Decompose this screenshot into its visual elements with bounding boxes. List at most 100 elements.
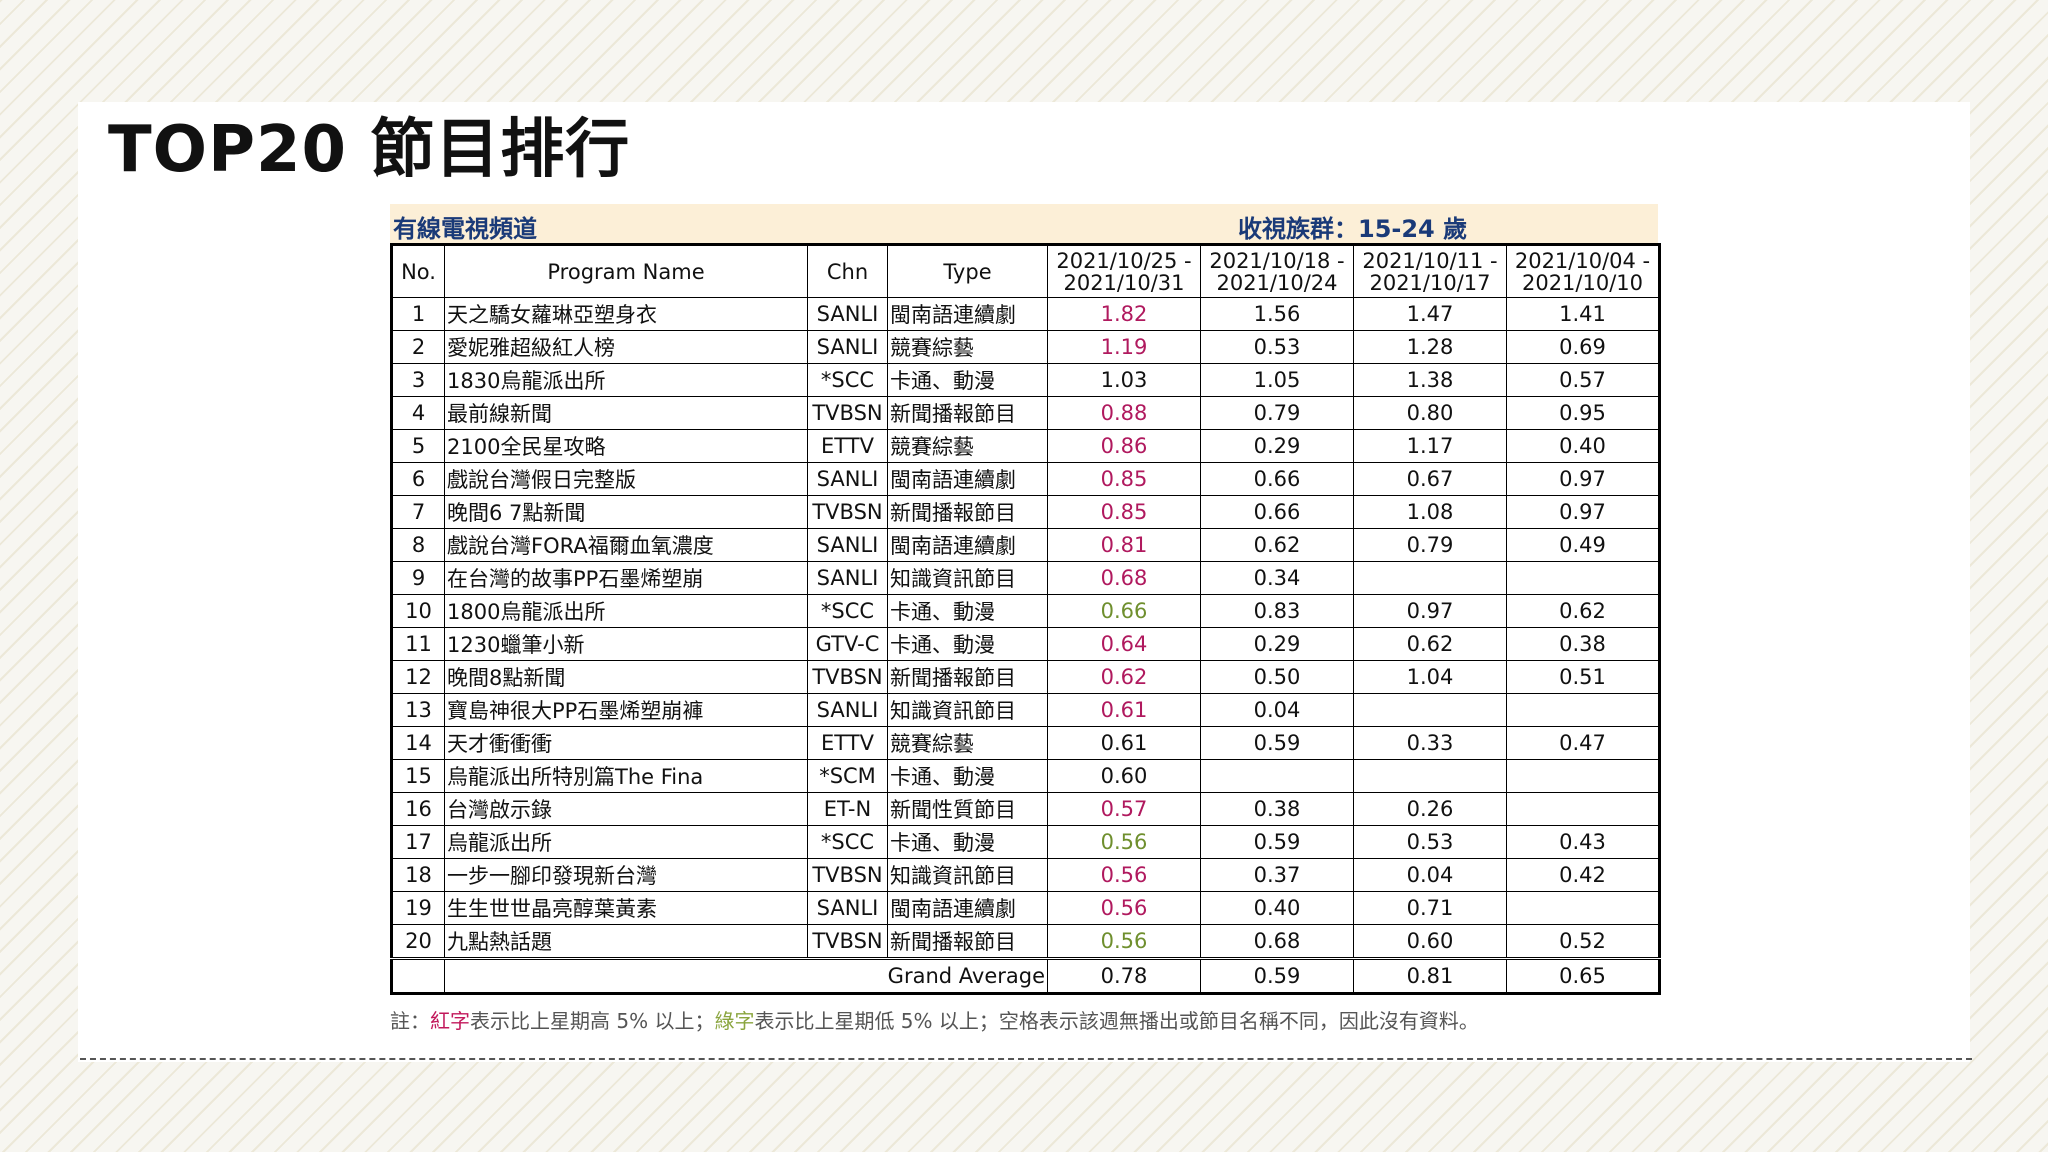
rating-week-2: 0.79 xyxy=(1200,396,1354,430)
rating-week-2: 1.05 xyxy=(1200,363,1354,397)
rating-week-1: 0.61 xyxy=(1047,726,1201,760)
rating-week-1: 0.62 xyxy=(1047,660,1201,694)
rating-week-1: 0.56 xyxy=(1047,924,1201,959)
rating-week-3: 0.79 xyxy=(1353,528,1507,562)
program-type: 卡通、動漫 xyxy=(887,627,1048,661)
table-row: 12 晚間8點新聞 TVBSN 新聞播報節目 0.62 0.50 1.04 0.51 xyxy=(391,660,1660,694)
program-name: 愛妮雅超級紅人榜 xyxy=(444,330,808,364)
rating-week-4: 0.43 xyxy=(1506,825,1660,859)
channel: TVBSN xyxy=(807,858,888,892)
rating-week-4: 0.52 xyxy=(1506,924,1660,959)
note-red-meaning: 表示比上星期高 5% 以上； xyxy=(470,1009,715,1033)
rating-week-3: 1.08 xyxy=(1353,495,1507,529)
rating-week-3 xyxy=(1353,759,1507,793)
program-name: 在台灣的故事PP石墨烯塑崩 xyxy=(444,561,808,595)
rating-week-2: 0.40 xyxy=(1200,891,1354,925)
rating-week-4: 0.38 xyxy=(1506,627,1660,661)
header-week-3: 2021/10/11 -2021/10/17 xyxy=(1353,244,1507,298)
channel: ET-N xyxy=(807,792,888,826)
table-caption-band: 有線電視頻道 收視族群：15-24 歲 xyxy=(390,204,1658,243)
row-number: 15 xyxy=(391,759,445,793)
rating-week-1: 0.64 xyxy=(1047,627,1201,661)
rating-week-1: 0.85 xyxy=(1047,462,1201,496)
page-title: TOP20 節目排行 xyxy=(108,113,631,187)
ratings-table-container: 有線電視頻道 收視族群：15-24 歲 No. Program Name Chn… xyxy=(390,204,1661,995)
rating-week-2: 0.04 xyxy=(1200,693,1354,727)
rating-week-2: 0.53 xyxy=(1200,330,1354,364)
channel: SANLI xyxy=(807,528,888,562)
rating-week-2: 0.59 xyxy=(1200,825,1354,859)
table-row: 2 愛妮雅超級紅人榜 SANLI 競賽綜藝 1.19 0.53 1.28 0.69 xyxy=(391,330,1660,364)
row-number: 5 xyxy=(391,429,445,463)
rating-week-4 xyxy=(1506,891,1660,925)
table-row: 17 烏龍派出所 *SCC 卡通、動漫 0.56 0.59 0.53 0.43 xyxy=(391,825,1660,859)
rating-week-3: 1.47 xyxy=(1353,297,1507,331)
table-row: 10 1800烏龍派出所 *SCC 卡通、動漫 0.66 0.83 0.97 0.62 xyxy=(391,594,1660,628)
average-week-4: 0.65 xyxy=(1506,957,1660,994)
program-name: 1800烏龍派出所 xyxy=(444,594,808,628)
rating-week-4 xyxy=(1506,792,1660,826)
program-type: 新聞播報節目 xyxy=(887,660,1048,694)
program-name: 晚間6 7點新聞 xyxy=(444,495,808,529)
rating-week-3: 0.80 xyxy=(1353,396,1507,430)
program-name: 九點熱話題 xyxy=(444,924,808,959)
rating-week-3: 0.97 xyxy=(1353,594,1507,628)
header-no: No. xyxy=(391,244,445,298)
rating-week-1: 0.85 xyxy=(1047,495,1201,529)
program-type: 閩南語連續劇 xyxy=(887,297,1048,331)
rating-week-1: 0.86 xyxy=(1047,429,1201,463)
divider-line xyxy=(80,1058,1972,1060)
average-week-3: 0.81 xyxy=(1353,957,1507,994)
channel: ETTV xyxy=(807,726,888,760)
channel: TVBSN xyxy=(807,660,888,694)
rating-week-4 xyxy=(1506,693,1660,727)
table-row: 3 1830烏龍派出所 *SCC 卡通、動漫 1.03 1.05 1.38 0.57 xyxy=(391,363,1660,397)
program-name: 天之驕女蘿琳亞塑身衣 xyxy=(444,297,808,331)
program-name: 1230蠟筆小新 xyxy=(444,627,808,661)
rating-week-4: 0.95 xyxy=(1506,396,1660,430)
rating-week-3: 1.17 xyxy=(1353,429,1507,463)
rating-week-4: 0.69 xyxy=(1506,330,1660,364)
table-row: 15 烏龍派出所特別篇The Fina *SCM 卡通、動漫 0.60 xyxy=(391,759,1660,793)
rating-week-3 xyxy=(1353,693,1507,727)
rating-week-2: 0.38 xyxy=(1200,792,1354,826)
channel: SANLI xyxy=(807,330,888,364)
program-type: 新聞播報節目 xyxy=(887,924,1048,959)
program-name: 最前線新聞 xyxy=(444,396,808,430)
row-number: 8 xyxy=(391,528,445,562)
program-type: 卡通、動漫 xyxy=(887,594,1048,628)
row-number: 2 xyxy=(391,330,445,364)
week-4-end: 2021/10/10 xyxy=(1521,270,1644,295)
channel: TVBSN xyxy=(807,924,888,959)
table-row: 5 2100全民星攻略 ETTV 競賽綜藝 0.86 0.29 1.17 0.40 xyxy=(391,429,1660,463)
table-row: 14 天才衝衝衝 ETTV 競賽綜藝 0.61 0.59 0.33 0.47 xyxy=(391,726,1660,760)
program-type: 知識資訊節目 xyxy=(887,693,1048,727)
row-number: 1 xyxy=(391,297,445,331)
rating-week-3: 0.04 xyxy=(1353,858,1507,892)
program-type: 競賽綜藝 xyxy=(887,429,1048,463)
program-type: 競賽綜藝 xyxy=(887,330,1048,364)
table-row: 1 天之驕女蘿琳亞塑身衣 SANLI 閩南語連續劇 1.82 1.56 1.47 1.41 xyxy=(391,297,1660,331)
program-type: 閩南語連續劇 xyxy=(887,528,1048,562)
rating-week-1: 0.81 xyxy=(1047,528,1201,562)
table-row: 9 在台灣的故事PP石墨烯塑崩 SANLI 知識資訊節目 0.68 0.34 xyxy=(391,561,1660,595)
table-row: 16 台灣啟示錄 ET-N 新聞性質節目 0.57 0.38 0.26 xyxy=(391,792,1660,826)
row-number: 12 xyxy=(391,660,445,694)
rating-week-2: 0.66 xyxy=(1200,462,1354,496)
rating-week-1: 0.66 xyxy=(1047,594,1201,628)
channel: SANLI xyxy=(807,693,888,727)
rating-week-1: 1.19 xyxy=(1047,330,1201,364)
row-number: 6 xyxy=(391,462,445,496)
row-number: 13 xyxy=(391,693,445,727)
channel: *SCC xyxy=(807,594,888,628)
rating-week-2: 0.68 xyxy=(1200,924,1354,959)
rating-week-3: 1.04 xyxy=(1353,660,1507,694)
audience-group-label: 收視族群：15-24 歲 xyxy=(1238,215,1468,243)
program-name: 台灣啟示錄 xyxy=(444,792,808,826)
program-type: 知識資訊節目 xyxy=(887,858,1048,892)
program-type: 新聞播報節目 xyxy=(887,396,1048,430)
program-name: 烏龍派出所 xyxy=(444,825,808,859)
channel: SANLI xyxy=(807,561,888,595)
rating-week-3: 0.33 xyxy=(1353,726,1507,760)
rating-week-2: 0.34 xyxy=(1200,561,1354,595)
